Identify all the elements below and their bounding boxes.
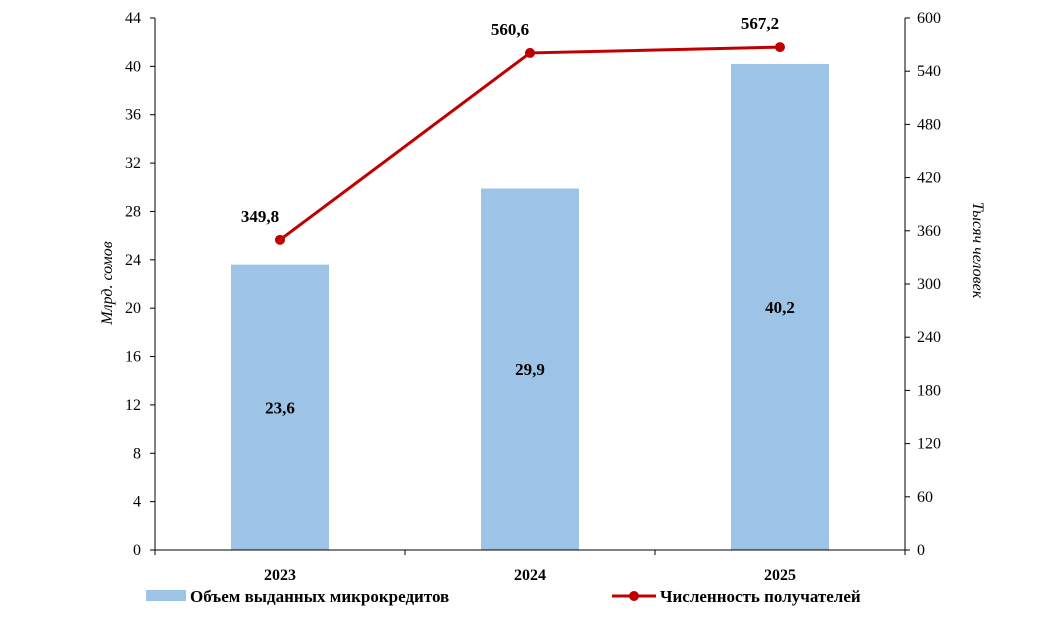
y2-tick-label: 60 — [917, 489, 933, 506]
y-tick-label: 16 — [125, 349, 141, 366]
y2-tick-label: 180 — [917, 382, 941, 399]
bar-value-label: 40,2 — [765, 298, 795, 317]
y2-tick-label: 420 — [917, 170, 941, 187]
y-tick-label: 8 — [133, 445, 141, 462]
line-value-label: 567,2 — [741, 14, 779, 33]
x-tick-label: 2023 — [264, 567, 296, 584]
x-tick-label: 2025 — [764, 567, 796, 584]
x-tick-label: 2024 — [514, 567, 546, 584]
bar — [481, 188, 579, 550]
legend-bar-label: Объем выданных микрокредитов — [190, 587, 449, 606]
y-tick-label: 24 — [125, 252, 141, 269]
y2-tick-label: 240 — [917, 329, 941, 346]
y-tick-label: 28 — [125, 203, 141, 220]
y-tick-label: 12 — [125, 397, 141, 414]
y-tick-label: 4 — [133, 494, 141, 511]
line-point — [775, 42, 785, 53]
line-point — [275, 234, 285, 245]
y2-tick-label: 300 — [917, 276, 941, 293]
y-tick-label: 20 — [125, 300, 141, 317]
legend: Объем выданных микрокредитов Численность… — [146, 587, 861, 606]
bar — [731, 63, 829, 550]
y-tick-label: 40 — [125, 58, 141, 75]
y-tick-label: 44 — [125, 10, 141, 27]
y-tick-label: 0 — [133, 542, 141, 559]
y2-tick-label: 480 — [917, 116, 941, 133]
y2-tick-label: 540 — [917, 63, 941, 80]
bar-value-label: 23,6 — [265, 398, 295, 417]
y2-axis-title: Тысяч человек — [969, 202, 986, 299]
y2-tick-label: 600 — [917, 10, 941, 27]
line-point — [525, 47, 535, 58]
legend-line-label: Численность получателей — [660, 587, 861, 606]
line-value-label: 349,8 — [241, 207, 279, 226]
bar-value-label: 29,9 — [515, 360, 545, 379]
legend-line-marker — [629, 591, 639, 601]
bar — [231, 264, 329, 550]
y-tick-label: 36 — [125, 107, 141, 124]
y-tick-label: 32 — [125, 155, 141, 172]
y-axis-title: Млрд. сомов — [99, 241, 116, 325]
y2-tick-label: 0 — [917, 542, 925, 559]
y2-tick-label: 360 — [917, 223, 941, 240]
y2-tick-label: 120 — [917, 436, 941, 453]
line-value-label: 560,6 — [491, 20, 529, 39]
legend-bar-swatch — [146, 590, 186, 601]
